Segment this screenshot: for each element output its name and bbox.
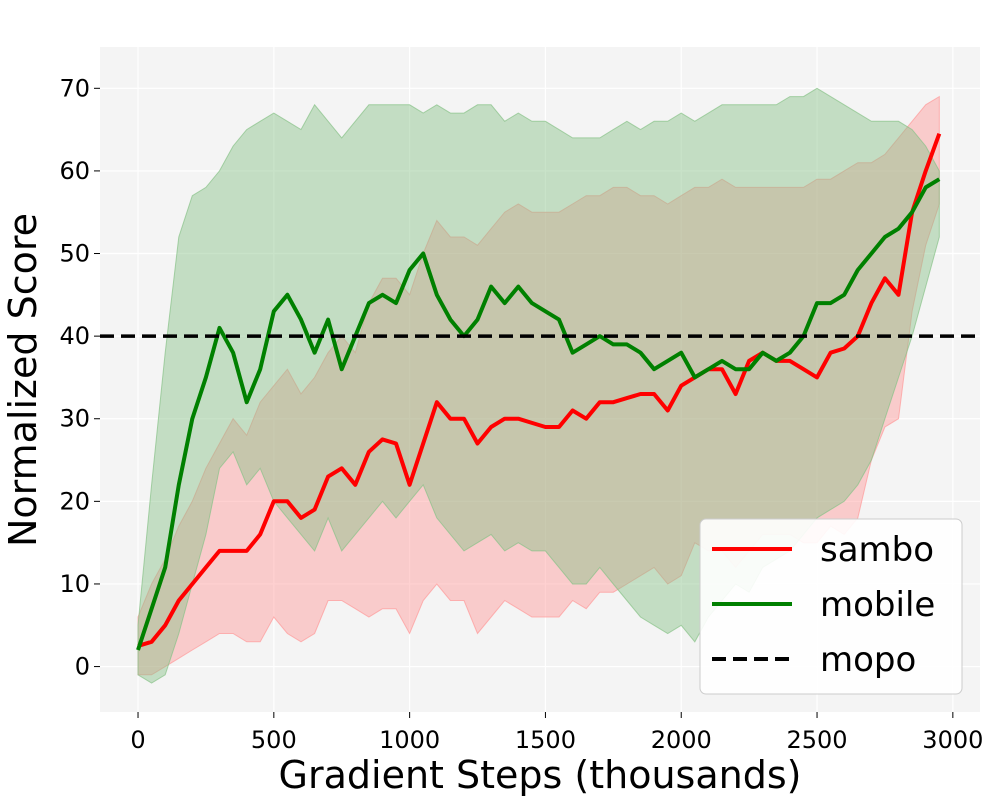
y-axis-ticks: 0 10 20 30 40 50 60 70 [59, 74, 100, 681]
y-tick-label-50: 50 [59, 240, 90, 268]
y-tick-label-20: 20 [59, 487, 90, 515]
y-tick-label-30: 30 [59, 405, 90, 433]
x-tick-label-2500: 2500 [786, 726, 847, 754]
y-tick-label-10: 10 [59, 570, 90, 598]
x-tick-label-1000: 1000 [379, 726, 440, 754]
legend: sambo mobile mopo [699, 518, 963, 695]
series-lines [100, 133, 980, 651]
y-tick-label-40: 40 [59, 322, 90, 350]
legend-label-mopo: mopo [820, 640, 916, 680]
x-tick-label-3000: 3000 [922, 726, 983, 754]
x-tick-label-500: 500 [251, 726, 297, 754]
legend-label-sambo: sambo [820, 530, 934, 570]
legend-box [699, 518, 963, 695]
y-tick-label-60: 60 [59, 157, 90, 185]
line-mobile [136, 177, 941, 651]
y-axis-label: Normalized Score [1, 213, 45, 547]
x-tick-label-2000: 2000 [651, 726, 712, 754]
line-sambo [137, 133, 942, 648]
legend-label-mobile: mobile [820, 585, 935, 625]
grid [100, 47, 980, 712]
y-tick-label-70: 70 [59, 74, 90, 102]
x-tick-label-0: 0 [130, 726, 145, 754]
x-axis-ticks: 0 500 1000 1500 2000 2500 3000 [130, 712, 983, 754]
x-tick-label-1500: 1500 [515, 726, 576, 754]
x-axis-label: Gradient Steps (thousands) [279, 753, 802, 797]
y-tick-label-0: 0 [75, 653, 90, 681]
